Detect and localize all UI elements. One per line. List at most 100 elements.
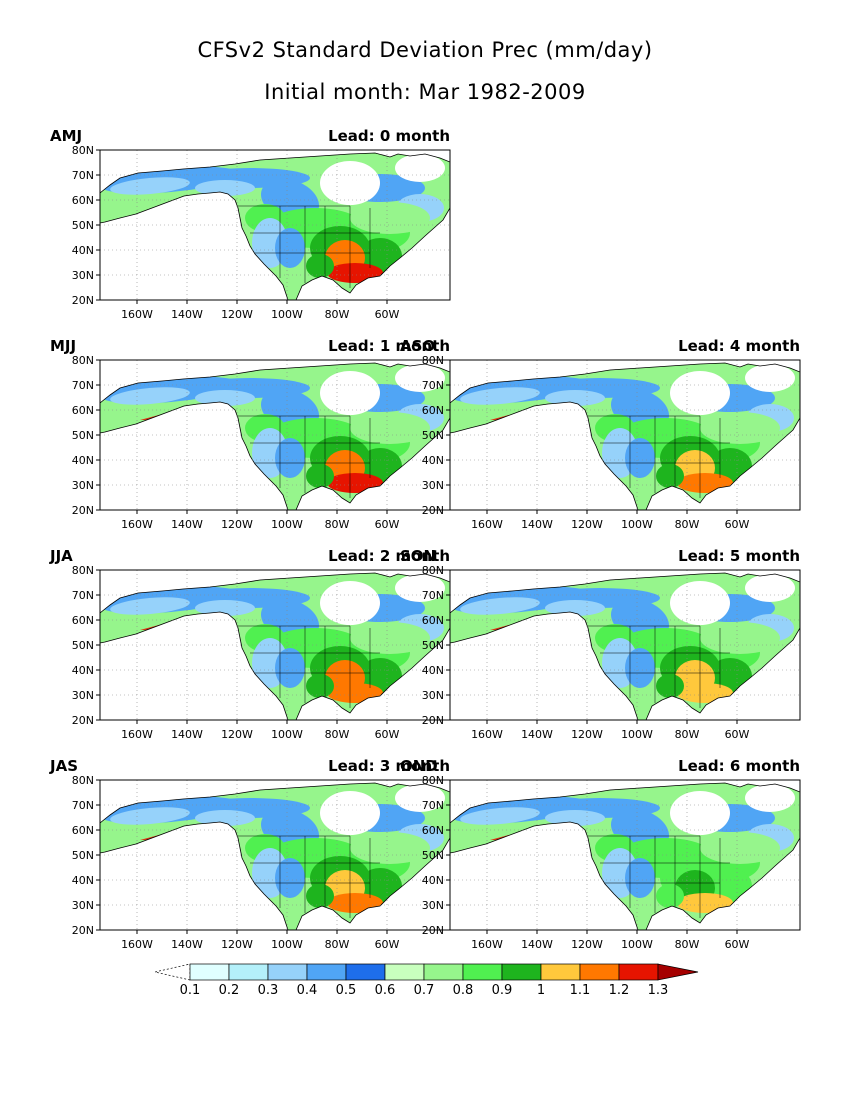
coastline xyxy=(450,572,800,720)
colorbar-box xyxy=(189,963,230,981)
precip-contour xyxy=(625,648,655,688)
lon-label: 120W xyxy=(221,728,253,741)
lon-label: 60W xyxy=(375,938,400,951)
precip-contour xyxy=(656,674,684,698)
lat-label: 60N xyxy=(422,824,444,837)
lat-label: 20N xyxy=(72,504,94,517)
precip-contour xyxy=(110,807,190,825)
colorbar-box xyxy=(501,963,542,981)
precip-contour xyxy=(195,600,255,616)
lat-label: 20N xyxy=(72,714,94,727)
precip-contour xyxy=(110,597,190,615)
colorbar-label: 1.2 xyxy=(609,983,630,998)
lon-label: 160W xyxy=(121,728,153,741)
lat-label: 30N xyxy=(422,899,444,912)
chart-subtitle: Initial month: Mar 1982-2009 xyxy=(264,80,586,104)
lat-label: 60N xyxy=(422,404,444,417)
colorbar-under-arrow xyxy=(154,963,191,981)
lon-label: 140W xyxy=(171,308,203,321)
lon-label: 160W xyxy=(471,938,503,951)
lat-label: 40N xyxy=(72,664,94,677)
lat-label: 80N xyxy=(422,354,444,367)
lon-label: 100W xyxy=(621,728,653,741)
lon-label: 80W xyxy=(325,518,350,531)
colorbar: 0.1 0.2 0.3 0.4 0.5 0.6 0.7 0.8 0.9 1 1.1 1.2 1.3 xyxy=(154,963,699,998)
lon-label: 160W xyxy=(471,728,503,741)
map-amj: 80N 70N 60N 50N 40N 30N 20N 160W 140W 120W 100W 80W… xyxy=(72,144,451,321)
colorbar-label: 0.1 xyxy=(180,983,201,998)
coastline xyxy=(100,362,450,510)
lat-label: 80N xyxy=(72,144,94,157)
panel-mjj: MJJ Lead: 1 month 80N 70N 60N 50N 40N 30N 20N 1… xyxy=(50,337,451,578)
lat-label: 30N xyxy=(72,899,94,912)
lat-label: 20N xyxy=(72,294,94,307)
precip-contour xyxy=(460,597,540,615)
lat-label: 40N xyxy=(72,874,94,887)
lon-label: 80W xyxy=(325,728,350,741)
lat-label: 80N xyxy=(72,564,94,577)
lon-label: 80W xyxy=(675,938,700,951)
colorbar-box xyxy=(618,963,659,981)
lon-label: 100W xyxy=(271,938,303,951)
precip-contour xyxy=(195,390,255,406)
panel-season-label: AMJ xyxy=(50,127,83,145)
coastline xyxy=(100,782,450,930)
lon-label: 80W xyxy=(675,728,700,741)
lon-label: 120W xyxy=(221,938,253,951)
lat-label: 70N xyxy=(72,799,94,812)
panel-lead-label: Lead: 3 month xyxy=(328,757,450,775)
lat-label: 50N xyxy=(422,849,444,862)
colorbar-label: 0.3 xyxy=(258,983,279,998)
precip-contour xyxy=(625,438,655,478)
lat-label: 50N xyxy=(72,639,94,652)
map-aso: 80N 70N 60N 50N 40N 30N 20N 160W 140W 120W 100W 80W… xyxy=(422,354,801,531)
coastline xyxy=(450,362,800,510)
low-variance-area xyxy=(745,574,795,602)
precip-contour xyxy=(195,180,255,196)
lon-label: 120W xyxy=(571,728,603,741)
lat-label: 80N xyxy=(422,564,444,577)
lon-label: 80W xyxy=(675,518,700,531)
lat-label: 80N xyxy=(422,774,444,787)
low-variance-area xyxy=(670,371,730,415)
lat-label: 50N xyxy=(422,639,444,652)
lon-label: 120W xyxy=(221,518,253,531)
lat-label: 20N xyxy=(422,714,444,727)
low-variance-area xyxy=(745,784,795,812)
panel-season-label: JJA xyxy=(50,547,73,565)
lon-label: 100W xyxy=(271,308,303,321)
lon-label: 120W xyxy=(571,518,603,531)
precip-contour xyxy=(545,810,605,826)
low-variance-area xyxy=(320,371,380,415)
panel-lead-label: Lead: 5 month xyxy=(678,547,800,565)
map-ond: 80N 70N 60N 50N 40N 30N 20N 160W 140W 120W 100W 80W… xyxy=(422,774,801,951)
lon-label: 100W xyxy=(271,518,303,531)
panel-jja: JJA Lead: 2 month 80N 70N 60N 50N 40N 30N 20N 1… xyxy=(50,547,451,788)
precip-contour xyxy=(700,832,780,864)
lon-label: 140W xyxy=(171,518,203,531)
lat-label: 50N xyxy=(72,849,94,862)
panel-jas: JAS Lead: 3 month 80N 70N 60N 50N 40N 30N 20N 1… xyxy=(50,757,451,998)
lon-label: 80W xyxy=(325,308,350,321)
precip-contour xyxy=(700,622,780,654)
low-variance-area xyxy=(745,364,795,392)
panel-amj: AMJ Lead: 0 month 80N 70N 60N 50N 40N 30N 20N 1… xyxy=(50,127,451,368)
map-jas: 80N 70N 60N 50N 40N 30N 20N 160W 140W 120W 100W 80W… xyxy=(72,774,451,951)
colorbar-box xyxy=(228,963,269,981)
lon-label: 60W xyxy=(375,308,400,321)
lon-label: 100W xyxy=(621,938,653,951)
colorbar-over-arrow xyxy=(657,963,699,981)
lon-label: 60W xyxy=(375,518,400,531)
chart-title: CFSv2 Standard Deviation Prec (mm/day) xyxy=(197,38,653,62)
colorbar-label: 0.9 xyxy=(492,983,513,998)
colorbar-box xyxy=(267,963,308,981)
lat-label: 70N xyxy=(422,799,444,812)
lat-label: 80N xyxy=(72,774,94,787)
colorbar-label: 0.8 xyxy=(453,983,474,998)
colorbar-label: 1.3 xyxy=(648,983,669,998)
colorbar-label: 0.6 xyxy=(375,983,396,998)
panel-son: SON Lead: 5 month 80N 70N 60N 50N 40N 30N 20N 1… xyxy=(400,547,801,788)
precip-contour xyxy=(460,807,540,825)
lon-label: 160W xyxy=(471,518,503,531)
lat-label: 60N xyxy=(72,614,94,627)
